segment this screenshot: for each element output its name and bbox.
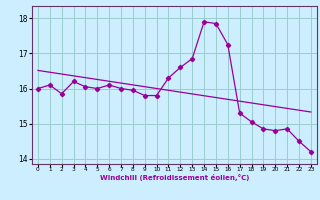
X-axis label: Windchill (Refroidissement éolien,°C): Windchill (Refroidissement éolien,°C) — [100, 174, 249, 181]
